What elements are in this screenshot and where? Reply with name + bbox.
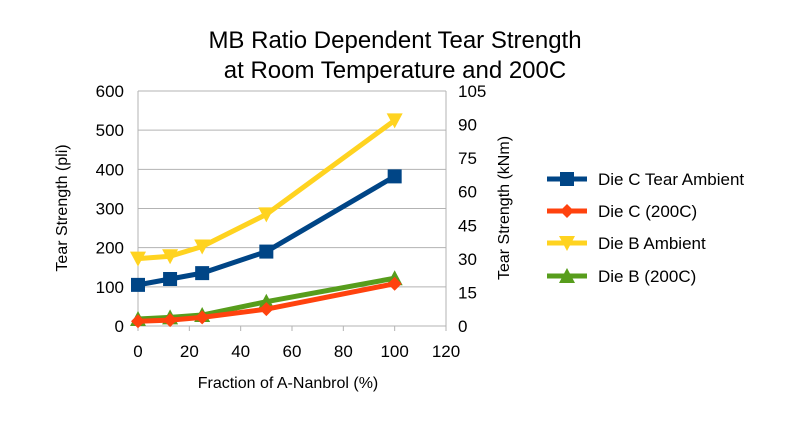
legend-item: Die C Tear Ambient	[547, 170, 744, 189]
data-point	[195, 310, 210, 325]
data-point	[130, 251, 146, 267]
x-tick-label: 100	[380, 342, 408, 361]
data-point	[387, 169, 402, 184]
data-point	[258, 207, 275, 223]
y-axis-left-label: Tear Strength (pli)	[54, 144, 71, 271]
y-right-tick-label: 90	[458, 116, 477, 135]
legend-marker	[559, 236, 575, 251]
legend-item: Die C (200C)	[547, 202, 697, 221]
y-right-tick-label: 75	[458, 149, 477, 168]
y-right-tick-label: 105	[458, 82, 486, 101]
legend-marker	[559, 268, 575, 283]
data-point	[163, 313, 178, 328]
data-point	[258, 293, 275, 309]
y-right-tick-label: 0	[458, 317, 467, 336]
series-line	[135, 117, 398, 262]
x-axis-label: Fraction of A-Nanbrol (%)	[198, 375, 379, 392]
x-tick-label: 60	[283, 342, 302, 361]
y-left-tick-label: 500	[96, 121, 124, 140]
series-1	[131, 169, 402, 292]
y-left-tick-label: 0	[115, 317, 124, 336]
x-tick-label: 80	[334, 342, 353, 361]
legend-marker	[560, 204, 574, 218]
y-right-tick-label: 45	[458, 216, 477, 235]
series	[130, 113, 403, 329]
legend-item: Die B Ambient	[547, 234, 706, 253]
y-left-tick-label: 100	[96, 278, 124, 297]
legend-label: Die C Tear Ambient	[598, 170, 744, 189]
legend-item: Die B (200C)	[547, 267, 696, 286]
y-right-tick-label: 60	[458, 183, 477, 202]
x-tick-label: 20	[180, 342, 199, 361]
series-line	[135, 173, 398, 288]
data-point	[194, 239, 211, 255]
legend-label: Die B (200C)	[598, 267, 696, 286]
data-point	[195, 266, 210, 281]
y-right-tick-label: 30	[458, 250, 477, 269]
tick-labels: 0 20 40 60 80 100 120 0 100 200 300 400 500 600 0 15 30 4…	[96, 82, 487, 361]
x-tick-label: 0	[133, 342, 142, 361]
x-tick-label: 40	[231, 342, 250, 361]
y-left-tick-label: 400	[96, 160, 124, 179]
series-3	[130, 113, 403, 267]
y-left-tick-label: 300	[96, 200, 124, 219]
y-left-tick-label: 200	[96, 239, 124, 258]
legend-marker	[560, 172, 574, 186]
x-tick-label: 120	[432, 342, 460, 361]
y-left-tick-label: 600	[96, 82, 124, 101]
legend-label: Die B Ambient	[598, 234, 706, 253]
data-point	[162, 249, 179, 265]
chart-title-line-2: at Room Temperature and 200C	[224, 57, 566, 84]
data-point	[131, 314, 145, 329]
legend: Die C Tear Ambient Die C (200C) Die B Ambi…	[547, 170, 744, 286]
data-point	[131, 277, 145, 292]
chart-title-line-1: MB Ratio Dependent Tear Strength	[208, 27, 581, 54]
data-point	[386, 113, 403, 129]
legend-label: Die C (200C)	[598, 202, 697, 221]
y-right-tick-label: 15	[458, 283, 477, 302]
data-point	[259, 244, 274, 259]
data-point	[259, 302, 274, 317]
series-2	[131, 276, 402, 329]
y-axis-right-label: Tear Strength (kNm)	[496, 136, 513, 280]
data-point	[387, 276, 402, 291]
grid	[138, 90, 446, 327]
data-point	[163, 272, 178, 286]
